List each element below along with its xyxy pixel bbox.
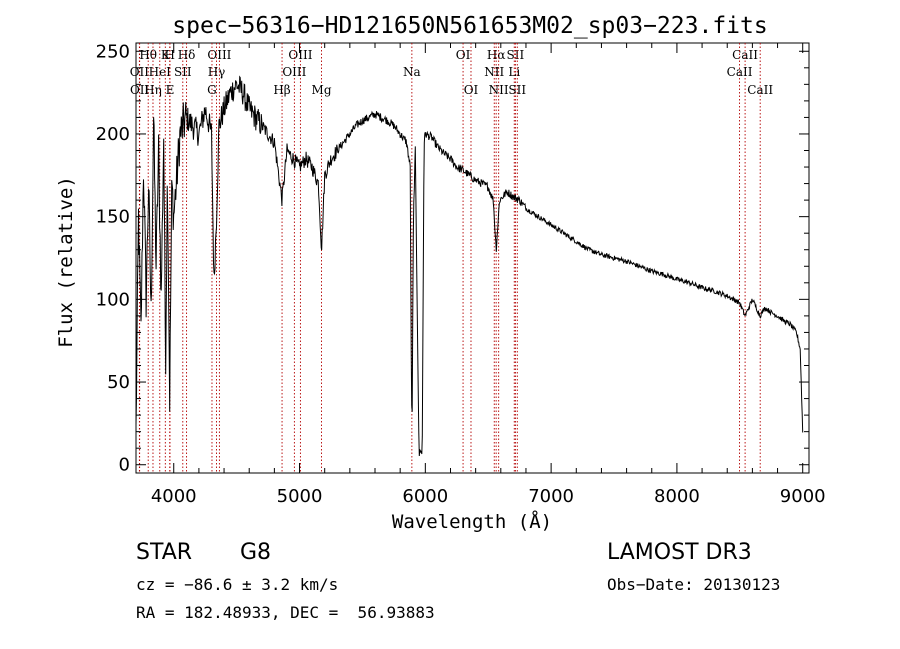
redshift-text: cz = −86.6 ± 3.2 km/s [136, 575, 339, 594]
spectral-line-label: G [207, 83, 217, 97]
x-tick-label: 8000 [654, 486, 700, 507]
spectral-line-label: NII [484, 65, 504, 79]
spectral-line-label: Hγ [208, 65, 226, 79]
spectral-line-label: OIII [207, 48, 231, 62]
y-axis-label: Flux (relative) [55, 176, 77, 348]
spectral-line-label: Hδ [178, 48, 196, 62]
y-tick-label: 150 [96, 207, 130, 228]
spectral-line-label: Hθ [139, 48, 157, 62]
survey-name: LAMOST DR3 [607, 540, 752, 565]
spectral-line-label: CaII [727, 65, 753, 79]
spectral-line-label: SII [508, 83, 526, 97]
x-tick-label: 5000 [277, 486, 323, 507]
spectral-line-label: Hη [144, 83, 162, 97]
chart-title: spec−56316−HD121650N561653M02_sp03−223.f… [172, 13, 767, 39]
spectral-line-label: CaII [732, 48, 758, 62]
x-tick-label: 9000 [780, 486, 826, 507]
y-tick-label: 200 [96, 124, 130, 145]
x-tick-label: 7000 [528, 486, 574, 507]
y-tick-label: 100 [96, 289, 130, 310]
spectral-line-label: SII [174, 65, 192, 79]
spectral-line-label: Hα [487, 48, 506, 62]
spectral-line-label: NII [489, 83, 509, 97]
spectral-line-label: OII [130, 83, 150, 97]
y-tick-label: 0 [119, 455, 130, 476]
y-tick-label: 50 [107, 372, 130, 393]
object-class: STAR [136, 540, 193, 565]
spectral-line-label: OIII [288, 48, 312, 62]
spectral-line-label: Na [403, 65, 421, 79]
spectral-line-label: SII [507, 48, 525, 62]
x-tick-label: 4000 [151, 486, 197, 507]
spectral-line-label: CaII [747, 83, 773, 97]
x-axis-label: Wavelength (Å) [392, 510, 552, 533]
plot-frame [135, 42, 810, 474]
spectral-line-label: OIII [282, 65, 306, 79]
axis-ticks: 4000 5000 6000 7000 8000 9000 0 50 100 150 200 250 [96, 41, 826, 507]
spectral-line-label: OI [456, 48, 471, 62]
flux-line [135, 75, 804, 457]
object-subclass: G8 [240, 540, 272, 565]
spectral-line-label: Hβ [273, 83, 290, 97]
spectral-line-markers: HθOIIOIIHηHeIKHEHδSIIOIIIHγGOIIIOIIIHβMg… [130, 43, 773, 473]
obs-date: Obs−Date: 20130123 [607, 575, 781, 594]
spectral-line-label: Li [508, 65, 520, 79]
spectral-line-label: OI [464, 83, 479, 97]
spectral-line-label: K [161, 48, 171, 62]
coordinates-text: RA = 182.48933, DEC = 56.93883 [136, 603, 435, 622]
spectral-line-label: E [166, 83, 175, 97]
x-tick-label: 6000 [402, 486, 448, 507]
spectral-line-label: Mg [312, 83, 332, 97]
y-tick-label: 250 [96, 41, 130, 62]
spectral-line-label: HeI [149, 65, 172, 79]
